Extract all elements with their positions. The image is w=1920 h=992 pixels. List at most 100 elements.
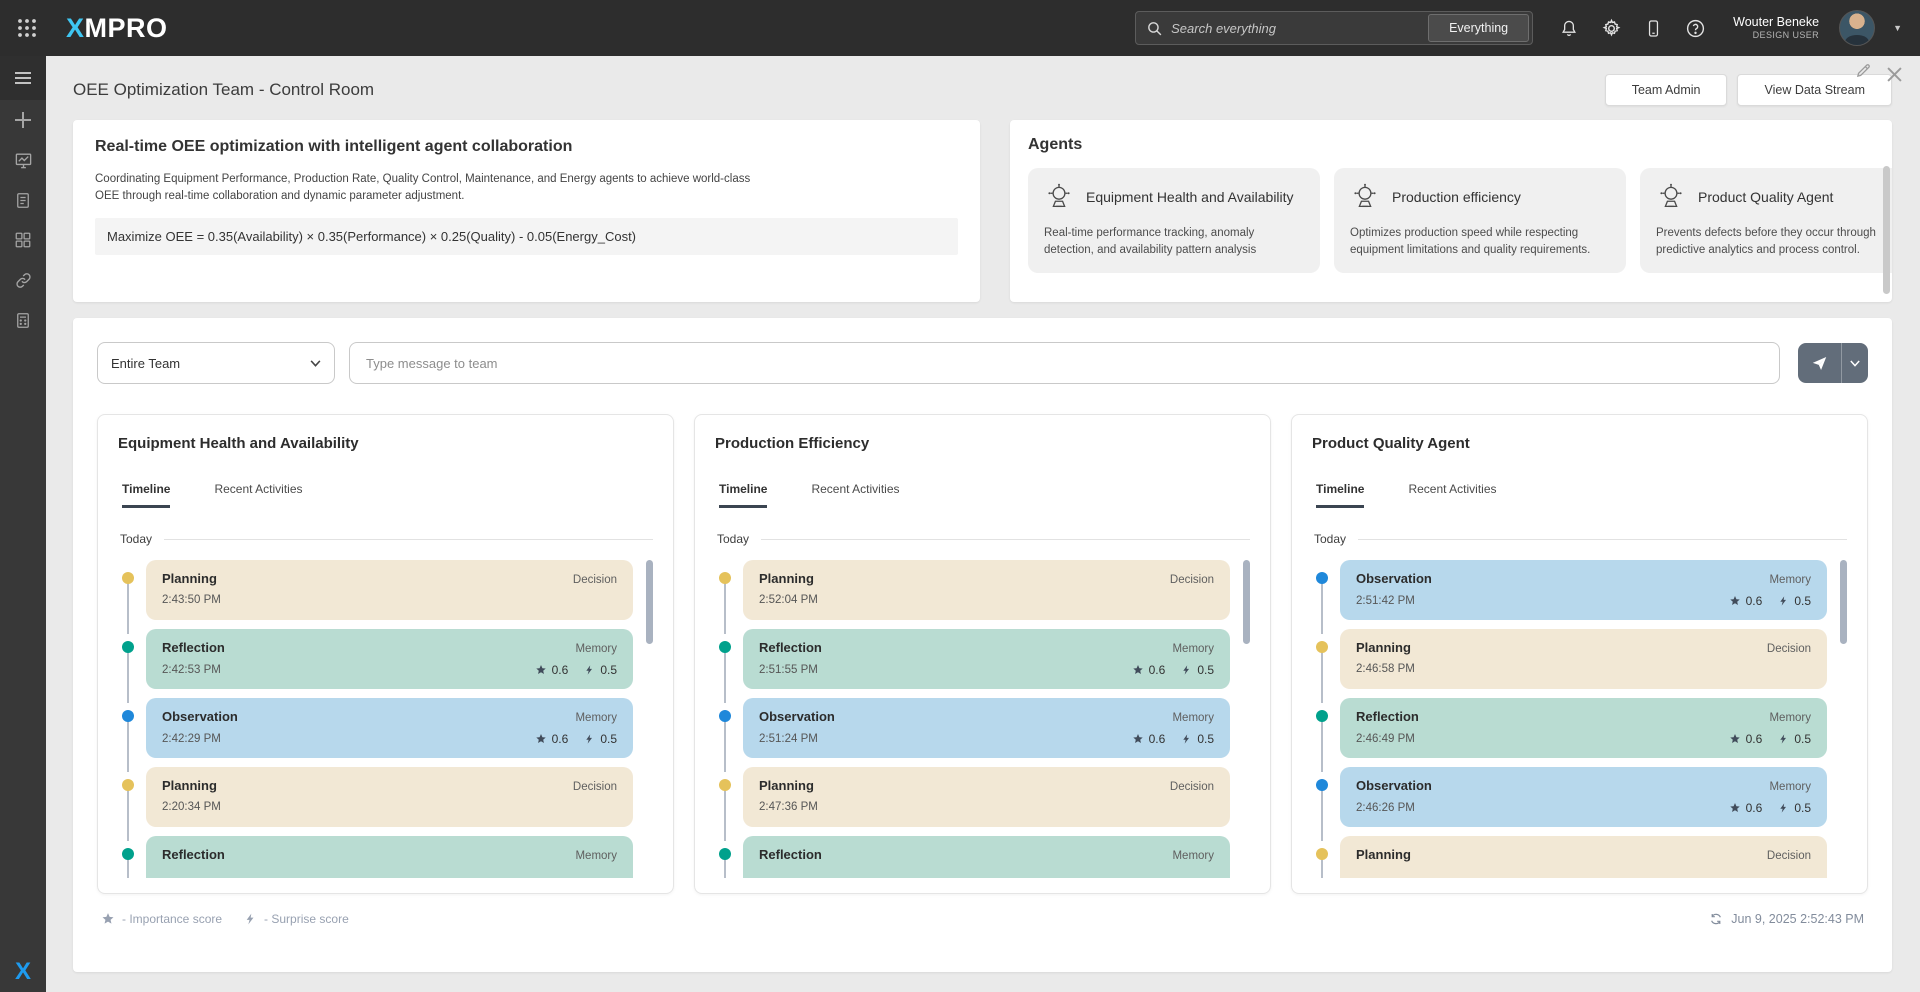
timeline-entry[interactable]: Reflection Memory 2:51:55 PM 0.6 0.5 xyxy=(715,629,1230,703)
entry-category: Decision xyxy=(1766,643,1811,655)
entry-type-dot xyxy=(719,848,731,860)
timeline-entry[interactable]: Observation Memory 2:42:29 PM 0.6 0.5 xyxy=(118,698,633,772)
xmpro-x-logo[interactable]: X xyxy=(14,958,32,985)
entry-card[interactable]: Planning Decision 2:20:34 PM xyxy=(146,767,633,827)
entry-card[interactable]: Reflection Memory 2:51:55 PM 0.6 0.5 xyxy=(743,629,1230,689)
agent-timeline-card: Production Efficiency Timeline Recent Ac… xyxy=(694,414,1271,894)
entry-title: Planning xyxy=(1356,640,1411,655)
entry-card[interactable]: Planning Decision 2:52:04 PM xyxy=(743,560,1230,620)
link-icon[interactable] xyxy=(0,260,46,300)
agent-description: Prevents defects before they occur throu… xyxy=(1656,227,1876,256)
timeline-entry[interactable]: Reflection Memory 2:42:53 PM 0.6 0.5 xyxy=(118,629,633,703)
star-icon xyxy=(102,913,114,924)
message-input[interactable] xyxy=(349,342,1780,384)
entry-title: Reflection xyxy=(162,847,225,862)
entry-card[interactable]: Reflection Memory 2:46:49 PM 0.6 0.5 xyxy=(1340,698,1827,758)
timeline-connector xyxy=(127,858,129,878)
entry-card[interactable]: Observation Memory 2:42:29 PM 0.6 0.5 xyxy=(146,698,633,758)
entry-card[interactable]: Planning Decision 2:46:58 PM xyxy=(1340,629,1827,689)
timeline-entry[interactable]: Reflection Memory xyxy=(118,836,633,878)
day-label: Today xyxy=(1314,532,1347,546)
document-icon[interactable] xyxy=(0,180,46,220)
notifications-bell-icon[interactable] xyxy=(1551,10,1587,46)
avatar[interactable] xyxy=(1839,10,1876,46)
mobile-device-icon[interactable] xyxy=(1635,10,1671,46)
recipient-select[interactable]: Entire Team xyxy=(97,342,335,384)
surprise-score: 0.5 xyxy=(1794,732,1811,746)
timeline-scrollbar[interactable] xyxy=(1243,560,1250,644)
timeline-entry[interactable]: Reflection Memory 2:46:49 PM 0.6 0.5 xyxy=(1312,698,1827,772)
timeline-entry[interactable]: Planning Decision 2:47:36 PM xyxy=(715,767,1230,841)
agent-robot-icon xyxy=(1048,183,1070,208)
agent-name: Equipment Health and Availability xyxy=(1086,189,1294,205)
timeline-scrollbar[interactable] xyxy=(646,560,653,644)
menu-hamburger-icon[interactable] xyxy=(0,56,46,100)
entry-card[interactable]: Planning Decision xyxy=(1340,836,1827,878)
entry-card[interactable]: Reflection Memory 2:42:53 PM 0.6 0.5 xyxy=(146,629,633,689)
entry-category: Memory xyxy=(1769,781,1811,793)
refresh-icon[interactable] xyxy=(1709,912,1723,926)
timeline-viewport: Planning Decision 2:52:04 PM xyxy=(715,560,1250,878)
star-icon xyxy=(1132,734,1143,743)
agent-card[interactable]: Production efficiency Optimizes producti… xyxy=(1334,168,1626,273)
brand-logo[interactable]: X MPRO xyxy=(66,12,168,43)
apps-icon[interactable] xyxy=(0,220,46,260)
tab-timeline[interactable]: Timeline xyxy=(1316,482,1365,508)
entry-type-dot xyxy=(122,848,134,860)
settings-gear-icon[interactable] xyxy=(1593,10,1629,46)
timeline-entry[interactable]: Reflection Memory xyxy=(715,836,1230,878)
surprise-score: 0.5 xyxy=(1197,732,1214,746)
agent-card[interactable]: Equipment Health and Availability Real-t… xyxy=(1028,168,1320,273)
entry-card[interactable]: Planning Decision 2:47:36 PM xyxy=(743,767,1230,827)
timeline-entry[interactable]: Observation Memory 2:51:24 PM 0.6 0.5 xyxy=(715,698,1230,772)
edit-pencil-icon[interactable] xyxy=(1855,62,1872,84)
add-icon[interactable] xyxy=(0,100,46,140)
agent-description: Real-time performance tracking, anomaly … xyxy=(1044,227,1257,256)
entry-card[interactable]: Planning Decision 2:43:50 PM xyxy=(146,560,633,620)
send-icon[interactable] xyxy=(1798,343,1841,383)
entry-type-dot xyxy=(122,710,134,722)
tab-recent-activities[interactable]: Recent Activities xyxy=(1408,482,1497,496)
last-updated: Jun 9, 2025 2:52:43 PM xyxy=(1709,912,1868,926)
agent-card[interactable]: Product Quality Agent Prevents defects b… xyxy=(1640,168,1892,273)
overview-description: Coordinating Equipment Performance, Prod… xyxy=(95,173,751,202)
timeline-entries: Planning Decision 2:52:04 PM xyxy=(715,560,1250,878)
timeline-entry[interactable]: Planning Decision 2:20:34 PM xyxy=(118,767,633,841)
entry-title: Reflection xyxy=(759,847,822,862)
timeline-connector xyxy=(724,720,726,772)
entry-type-dot xyxy=(719,710,731,722)
apps-grid-icon[interactable] xyxy=(12,13,42,43)
user-info[interactable]: Wouter Beneke DESIGN USER xyxy=(1733,15,1819,42)
timeline-entry[interactable]: Planning Decision 2:46:58 PM xyxy=(1312,629,1827,703)
dashboard-icon[interactable] xyxy=(0,140,46,180)
entry-card[interactable]: Observation Memory 2:51:42 PM 0.6 0.5 xyxy=(1340,560,1827,620)
agent-name: Product Quality Agent xyxy=(1698,189,1834,205)
timeline-entry[interactable]: Planning Decision 2:43:50 PM xyxy=(118,560,633,634)
entry-card[interactable]: Reflection Memory xyxy=(146,836,633,878)
timeline-entry[interactable]: Planning Decision xyxy=(1312,836,1827,878)
entry-card[interactable]: Observation Memory 2:46:26 PM 0.6 0.5 xyxy=(1340,767,1827,827)
agents-scrollbar[interactable] xyxy=(1883,166,1890,294)
close-icon[interactable] xyxy=(1887,67,1902,87)
team-admin-button[interactable]: Team Admin xyxy=(1604,74,1728,106)
view-data-stream-button[interactable]: View Data Stream xyxy=(1737,74,1892,106)
main-content: OEE Optimization Team - Control Room Tea… xyxy=(46,56,1920,992)
search-input[interactable] xyxy=(1171,20,1429,36)
entry-card[interactable]: Observation Memory 2:51:24 PM 0.6 0.5 xyxy=(743,698,1230,758)
timeline-entry[interactable]: Planning Decision 2:52:04 PM xyxy=(715,560,1230,634)
tab-timeline[interactable]: Timeline xyxy=(719,482,768,508)
send-button[interactable] xyxy=(1798,343,1868,383)
timeline-scrollbar[interactable] xyxy=(1840,560,1847,644)
send-options-chevron-icon[interactable] xyxy=(1842,343,1868,383)
help-icon[interactable] xyxy=(1677,10,1713,46)
search-scope-button[interactable]: Everything xyxy=(1428,14,1530,42)
tab-recent-activities[interactable]: Recent Activities xyxy=(214,482,303,496)
timeline-entry[interactable]: Observation Memory 2:51:42 PM 0.6 0.5 xyxy=(1312,560,1827,634)
tab-timeline[interactable]: Timeline xyxy=(122,482,171,508)
tab-recent-activities[interactable]: Recent Activities xyxy=(811,482,900,496)
timeline-entry[interactable]: Observation Memory 2:46:26 PM 0.6 0.5 xyxy=(1312,767,1827,841)
timeline-entries: Planning Decision 2:43:50 PM xyxy=(118,560,653,878)
user-menu-caret-icon[interactable]: ▼ xyxy=(1893,23,1902,33)
entry-card[interactable]: Reflection Memory xyxy=(743,836,1230,878)
calculator-icon[interactable] xyxy=(0,300,46,340)
